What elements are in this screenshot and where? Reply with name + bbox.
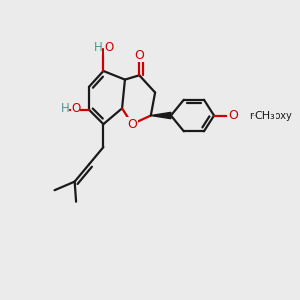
Text: H: H	[94, 41, 102, 55]
Text: CH₃: CH₃	[254, 110, 275, 121]
Polygon shape	[151, 112, 171, 119]
Text: O: O	[127, 118, 137, 130]
Text: methoxy: methoxy	[249, 110, 292, 121]
Text: O: O	[104, 41, 113, 55]
Text: H: H	[60, 102, 69, 116]
Text: O: O	[134, 49, 144, 62]
Text: O: O	[71, 102, 80, 116]
Text: methoxy: methoxy	[251, 114, 258, 116]
Text: O: O	[228, 109, 238, 122]
